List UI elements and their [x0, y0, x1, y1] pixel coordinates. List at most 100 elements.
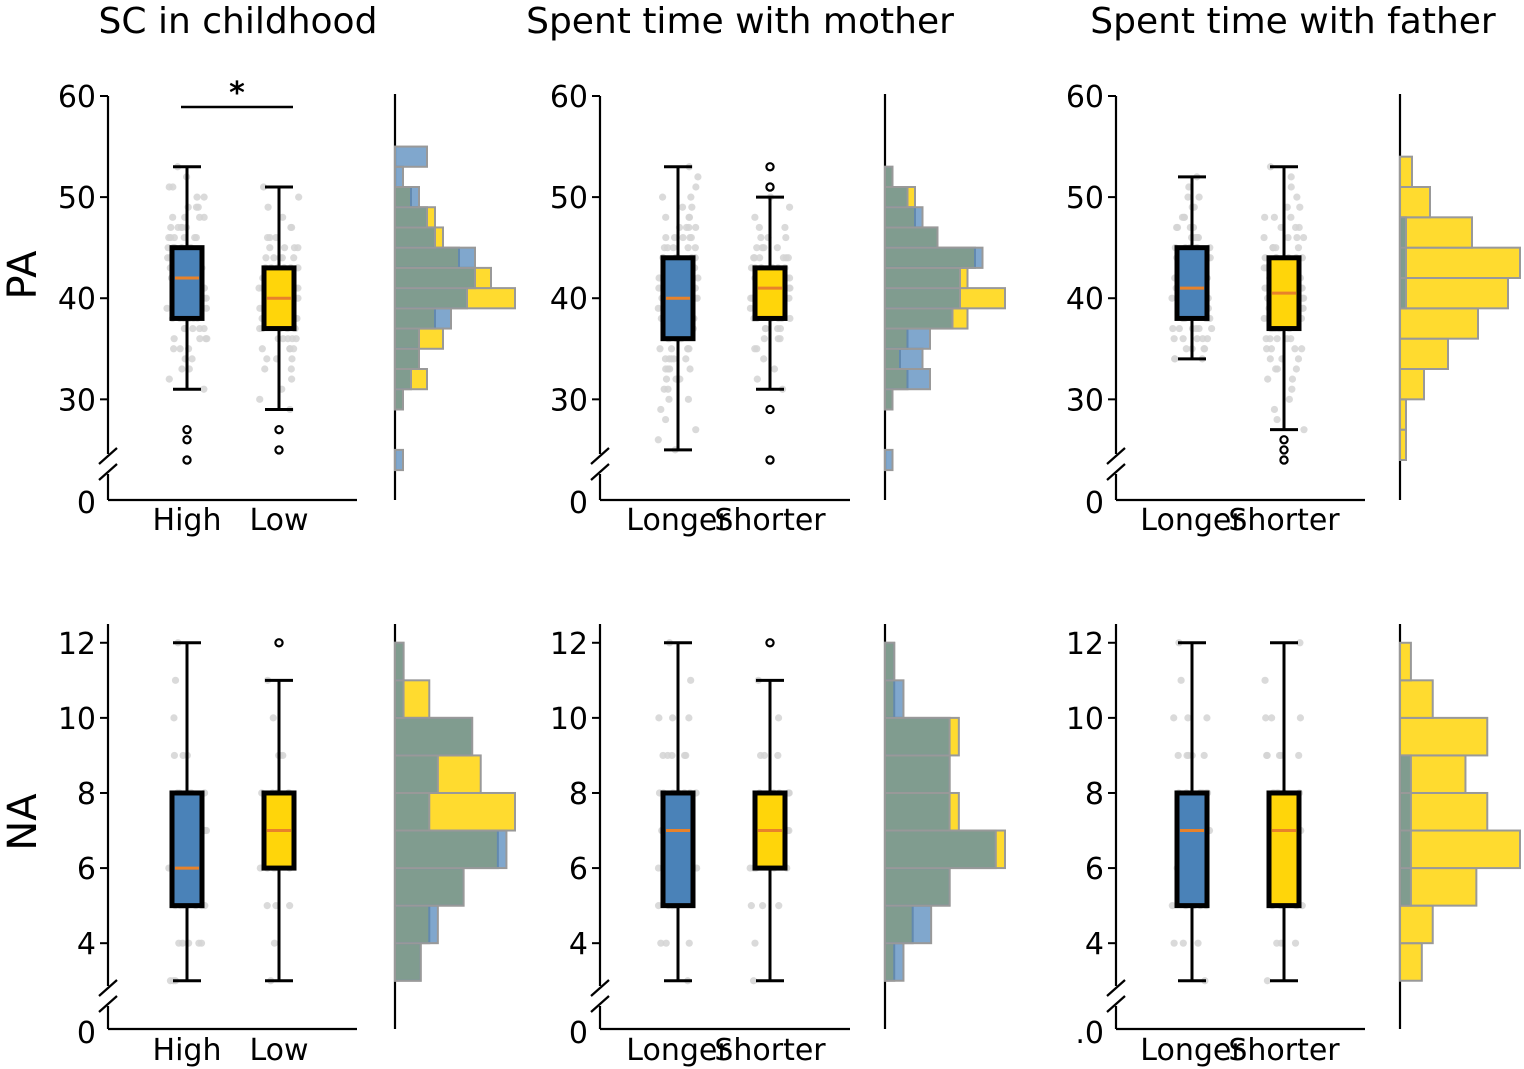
- data-point: [192, 233, 200, 242]
- data-point: [662, 939, 670, 947]
- data-point: [1169, 324, 1177, 333]
- x-tick-label: Longer: [626, 503, 730, 538]
- outlier: [274, 445, 284, 455]
- x-tick-label: Shorter: [714, 503, 826, 538]
- y-tick-label: 12: [550, 627, 588, 662]
- data-point: [694, 274, 702, 282]
- data-point: [1174, 751, 1182, 760]
- y-tick-label: 40: [1066, 282, 1104, 317]
- outlier: [274, 638, 284, 648]
- data-point: [782, 233, 790, 242]
- axis-break-mark: [98, 995, 118, 1013]
- title-sc-childhood: SC in childhood: [99, 1, 378, 42]
- data-point: [1168, 294, 1176, 302]
- data-point: [685, 223, 693, 232]
- y-tick-label: 50: [550, 181, 588, 216]
- y-tick-label: 6: [1085, 852, 1104, 887]
- outlier: [274, 424, 284, 435]
- data-point: [746, 304, 755, 312]
- y-tick-label: 40: [58, 282, 96, 317]
- y-tick-label-zero: 0: [569, 486, 588, 521]
- data-point: [753, 244, 761, 252]
- hist-bar-blue: [394, 641, 405, 682]
- outlier: [1279, 455, 1289, 465]
- y-tick-label: 50: [1066, 181, 1104, 216]
- hist-bar-blue: [1399, 216, 1407, 249]
- data-point: [1179, 939, 1187, 947]
- data-point: [1193, 335, 1201, 343]
- hist-bar-yellow: [1399, 398, 1407, 431]
- hist-bar-blue: [1399, 277, 1407, 310]
- data-point: [266, 244, 274, 252]
- data-point: [1182, 345, 1190, 353]
- data-point: [1270, 405, 1279, 414]
- outlier: [765, 455, 775, 465]
- data-point: [688, 203, 696, 211]
- data-point: [1261, 213, 1269, 221]
- hist-bar-yellow: [1399, 641, 1412, 682]
- data-point: [1203, 714, 1211, 722]
- outlier: [765, 404, 775, 415]
- data-point: [262, 254, 270, 262]
- box-longer: [1174, 790, 1210, 909]
- data-point: [770, 365, 779, 373]
- data-point: [1296, 639, 1304, 647]
- data-point: [279, 213, 287, 221]
- hist-bar-yellow: [1399, 791, 1489, 832]
- y-tick-label: 8: [569, 777, 588, 812]
- data-point: [670, 233, 679, 242]
- data-point: [166, 977, 175, 985]
- data-point: [1273, 335, 1281, 343]
- data-point: [1292, 365, 1300, 373]
- data-point: [685, 939, 693, 947]
- data-point: [662, 375, 671, 383]
- hist-bar-blue: [394, 754, 439, 794]
- histogram: [393, 94, 516, 500]
- data-point: [668, 714, 677, 722]
- data-point: [269, 714, 277, 722]
- x-tick-label: Shorter: [1228, 503, 1340, 538]
- data-point: [280, 244, 289, 252]
- data-point: [1266, 355, 1274, 363]
- data-point: [1177, 676, 1185, 684]
- data-point: [176, 345, 184, 353]
- outlier: [1279, 445, 1289, 455]
- data-point: [760, 751, 768, 760]
- data-point: [279, 751, 287, 760]
- hist-bar-yellow: [1399, 246, 1521, 280]
- x-tick-label: Longer: [1140, 1033, 1244, 1068]
- hist-bar-yellow: [1399, 216, 1473, 249]
- data-point: [664, 385, 672, 393]
- data-point: [692, 223, 700, 232]
- data-point: [1273, 415, 1281, 424]
- hist-bar-blue: [394, 226, 436, 249]
- data-point: [200, 193, 208, 201]
- data-point: [1269, 244, 1277, 252]
- data-point: [692, 426, 700, 434]
- data-point: [166, 233, 175, 242]
- hist-bar-blue: [394, 145, 428, 168]
- hist-bar-blue: [394, 266, 476, 290]
- data-point: [1292, 223, 1300, 232]
- data-point: [666, 365, 674, 373]
- y-tick-label-zero: .0: [1075, 1016, 1104, 1051]
- data-point: [1287, 213, 1295, 221]
- data-point: [657, 405, 665, 414]
- hist-bar-yellow: [1399, 942, 1423, 982]
- data-point: [654, 304, 662, 312]
- y-tick-label: 30: [58, 383, 96, 418]
- axis-break-mark: [98, 447, 118, 465]
- hist-bar-blue: [884, 266, 961, 290]
- data-point: [750, 254, 759, 262]
- data-point: [663, 244, 672, 252]
- data-point: [1260, 233, 1268, 242]
- hist-bar-yellow: [1399, 337, 1449, 370]
- data-point: [662, 213, 670, 221]
- hist-bar-blue: [1399, 829, 1412, 870]
- data-point: [668, 751, 676, 760]
- data-point: [287, 223, 295, 232]
- data-point: [757, 233, 765, 242]
- data-point: [1296, 714, 1305, 722]
